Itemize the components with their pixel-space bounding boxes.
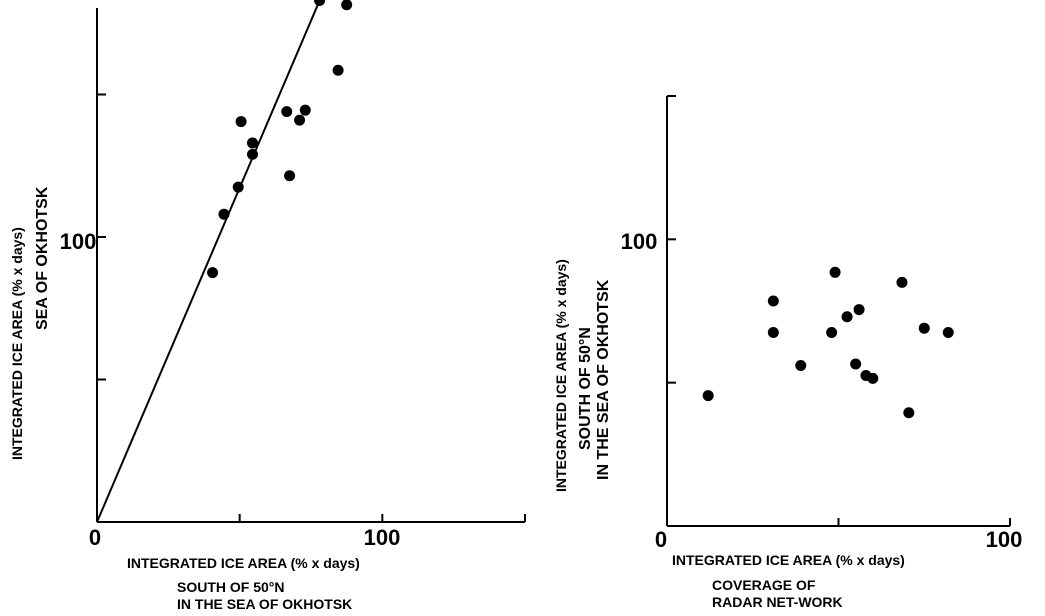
data-point: [795, 359, 807, 371]
data-point: [332, 64, 344, 76]
x-tick-label-0: 0: [89, 525, 101, 550]
data-point: [841, 311, 853, 323]
data-point: [299, 104, 311, 116]
points-left: [207, 0, 353, 279]
x-axis-title-line2: SOUTH OF 50°N: [177, 579, 285, 595]
ticks-right: [667, 95, 1011, 526]
regression-line: [96, 0, 321, 523]
y-axis-title-line3: IN THE SEA OF OKHOTSK: [595, 279, 612, 480]
data-point: [918, 322, 930, 334]
y-tick-label-100: 100: [60, 229, 97, 254]
data-point: [903, 407, 915, 419]
data-point: [218, 208, 230, 220]
x-tick-label-0: 0: [655, 527, 667, 552]
x-tick-label-100: 100: [986, 527, 1023, 552]
data-point: [281, 106, 293, 118]
data-point: [767, 327, 779, 338]
x-axis-title-line1: INTEGRATED ICE AREA (% x days): [127, 555, 360, 571]
points-right: [702, 266, 954, 419]
data-point: [235, 116, 247, 128]
data-point: [896, 276, 908, 288]
data-point: [284, 170, 296, 182]
data-point: [867, 372, 879, 384]
x-axis-title-line3: IN THE SEA OF OKHOTSK: [177, 596, 352, 612]
data-point: [826, 327, 838, 338]
axes-right: [666, 96, 1010, 527]
data-point: [294, 114, 306, 126]
data-point: [942, 327, 954, 338]
data-point: [829, 266, 841, 278]
chart-left: 0 100 100 INTEGRATED ICE AREA (% x days)…: [9, 0, 526, 612]
y-tick-label-100: 100: [621, 229, 658, 254]
data-point: [853, 304, 865, 316]
data-point: [341, 0, 353, 11]
x-tick-label-100: 100: [364, 525, 401, 550]
y-axis-title-line2: SEA OF OKHOTSK: [34, 186, 51, 330]
x-axis-title-line1: INTEGRATED ICE AREA (% x days): [672, 552, 905, 568]
ticks-left: [97, 93, 526, 522]
chart-right: 0 100 100 INTEGRATED ICE AREA (% x days)…: [553, 95, 1023, 610]
y-axis-title-line1: INTEGRATED ICE AREA (% x days): [9, 227, 25, 460]
data-point: [314, 0, 326, 6]
axes-left: [96, 8, 525, 523]
fit-line-left: [96, 0, 321, 523]
data-point: [767, 295, 779, 307]
y-axis-title-line1: INTEGRATED ICE AREA (% x days): [553, 259, 569, 492]
data-point: [850, 358, 862, 370]
data-point: [247, 137, 259, 149]
x-axis-title-line3: RADAR NET-WORK: [712, 594, 843, 610]
x-axis-title-line2: COVERAGE OF: [712, 577, 816, 593]
data-point: [702, 390, 714, 402]
data-point: [207, 267, 219, 279]
y-axis-title-line2: SOUTH OF 50°N: [577, 327, 594, 450]
data-point: [247, 148, 259, 160]
data-point: [232, 181, 244, 193]
